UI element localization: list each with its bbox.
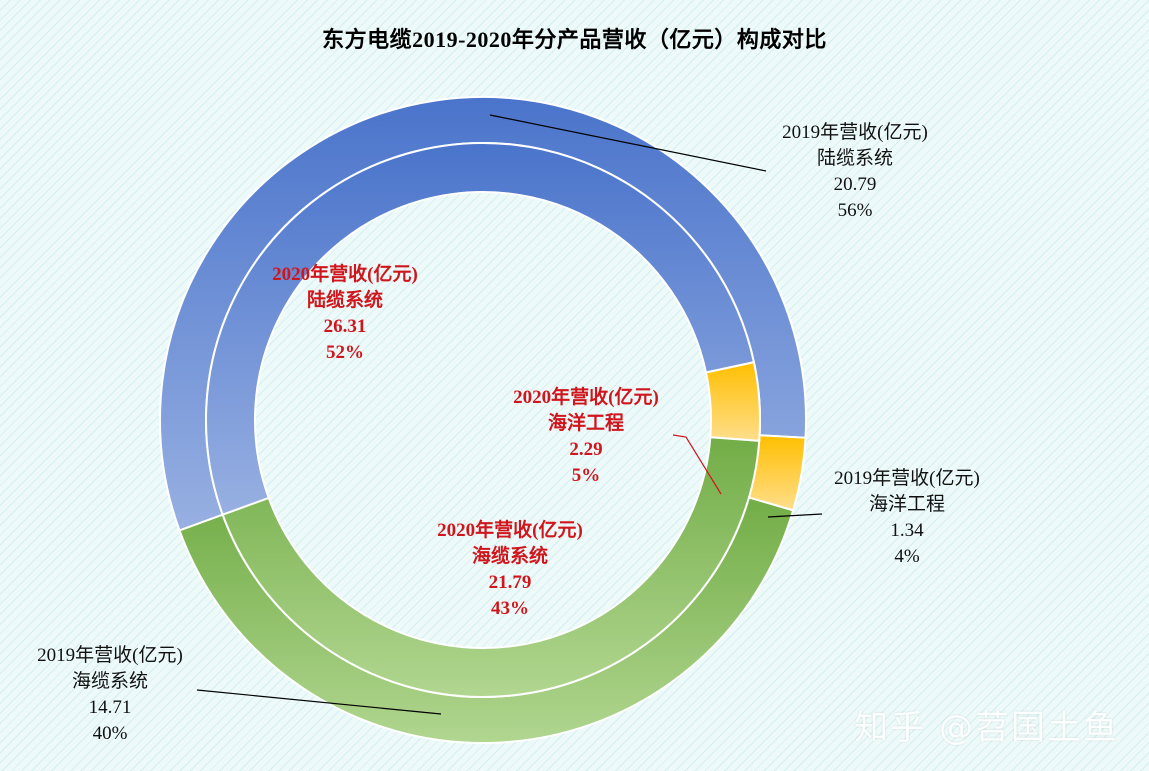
label-value: 21.79 (488, 572, 532, 593)
label-series: 2019年营收(亿元) (37, 645, 183, 666)
label-value: 14.71 (88, 697, 132, 718)
label-2019-land-cable: 2019年营收(亿元) 陆缆系统 20.79 56% (760, 120, 950, 224)
leader-2020-marine-engineering (672, 434, 722, 495)
label-series: 2019年营收(亿元) (834, 468, 980, 489)
label-2020-submarine-cable: 2020年营收(亿元) 海缆系统 21.79 43% (415, 518, 605, 622)
label-series: 2020年营收(亿元) (272, 264, 418, 285)
label-value: 2.29 (569, 439, 603, 460)
leader-2019-submarine-cable (196, 689, 442, 715)
label-value: 26.31 (323, 316, 367, 337)
label-series: 2019年营收(亿元) (782, 122, 928, 143)
label-category: 海洋工程 (868, 494, 945, 515)
label-category: 海缆系统 (471, 546, 548, 567)
label-2019-marine-engineering: 2019年营收(亿元) 海洋工程 1.34 4% (812, 466, 1002, 570)
label-percent: 4% (894, 546, 920, 567)
label-percent: 56% (837, 200, 873, 221)
label-category: 海洋工程 (547, 413, 624, 434)
label-percent: 5% (571, 465, 601, 486)
label-value: 20.79 (833, 174, 877, 195)
label-percent: 43% (491, 598, 529, 619)
label-category: 陆缆系统 (306, 290, 383, 311)
label-series: 2020年营收(亿元) (513, 387, 659, 408)
label-percent: 52% (326, 342, 364, 363)
slice-inner-submarine-cable (221, 436, 761, 698)
slice-inner-land-cable (205, 142, 756, 517)
label-2020-land-cable: 2020年营收(亿元) 陆缆系统 26.31 52% (250, 262, 440, 366)
label-category: 陆缆系统 (816, 148, 893, 169)
label-percent: 40% (92, 723, 128, 744)
label-category: 海缆系统 (71, 671, 148, 692)
chart-title: 东方电缆2019-2020年分产品营收（亿元）构成对比 (322, 27, 827, 52)
leader-2019-marine-engineering (767, 513, 823, 518)
label-2019-submarine-cable: 2019年营收(亿元) 海缆系统 14.71 40% (15, 643, 205, 747)
leader-2019-land-cable (489, 114, 767, 172)
label-series: 2020年营收(亿元) (437, 520, 583, 541)
slice-inner-marine-engineering (704, 361, 761, 442)
label-2020-marine-engineering: 2020年营收(亿元) 海洋工程 2.29 5% (491, 385, 681, 489)
watermark: 知乎 @苕国土鱼 (854, 708, 1119, 748)
label-value: 1.34 (890, 520, 924, 541)
